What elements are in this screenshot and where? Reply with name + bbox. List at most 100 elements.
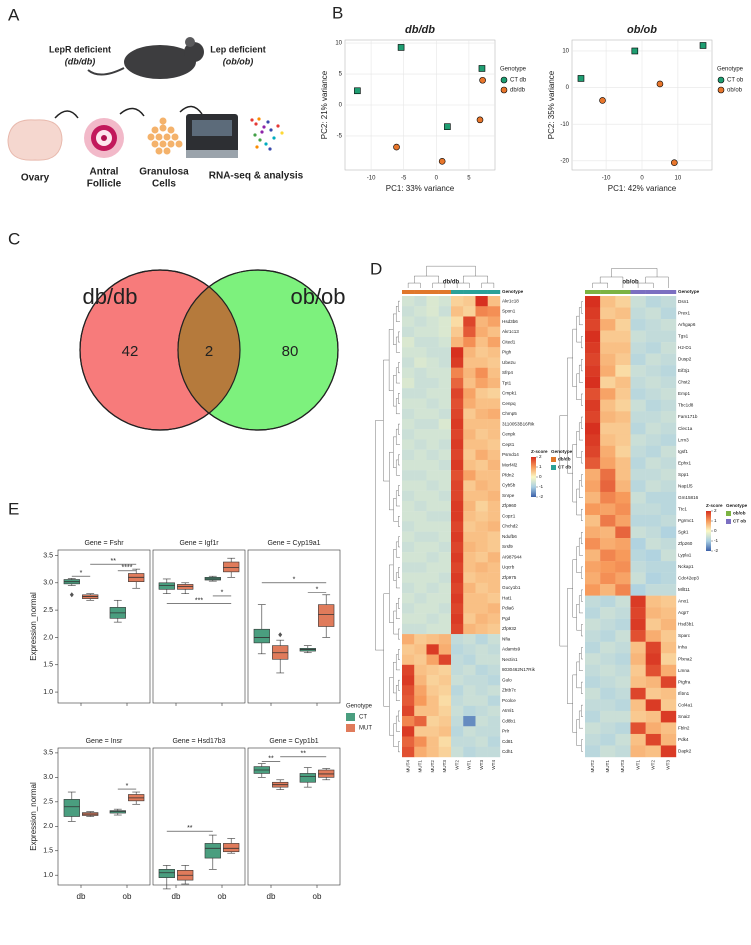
column-label: WT1 <box>467 760 472 770</box>
row-label: Hsd3b6 <box>502 319 518 324</box>
heatmap-cell <box>615 630 631 642</box>
heatmap-cell <box>630 353 646 366</box>
heatmap-cell <box>645 699 662 712</box>
heatmap-cell <box>438 511 452 522</box>
heatmap-cell <box>585 514 601 527</box>
heatmap-cell <box>600 676 616 689</box>
heatmap-cell <box>585 342 601 354</box>
heatmap-cell <box>600 584 616 596</box>
heatmap-cell <box>660 330 677 343</box>
row-label: Hsd3b1 <box>678 622 694 627</box>
heatmap-cell <box>585 549 601 562</box>
heatmap-cell <box>451 572 464 584</box>
heatmap-cell <box>487 634 501 645</box>
heatmap-cell <box>451 347 464 358</box>
heatmap-cell <box>585 330 601 343</box>
heatmap-cell <box>475 736 488 747</box>
heatmap-cell <box>426 521 439 532</box>
heatmap-cell <box>487 500 501 512</box>
heatmap-cell <box>475 296 488 307</box>
heatmap-cell <box>414 326 427 338</box>
x-tick-label: ob <box>123 892 132 901</box>
heatmap-cell <box>414 459 427 471</box>
row-label: Cyb5b <box>502 483 516 488</box>
heatmap-cell <box>645 607 662 619</box>
legend-label: ob/ob <box>727 88 743 94</box>
heatmap-cell <box>402 521 415 532</box>
heatmap-cell <box>475 418 488 430</box>
legend-marker <box>717 86 725 94</box>
box <box>223 561 240 573</box>
heatmap-cell <box>487 726 501 737</box>
venn-count: 2 <box>205 343 213 360</box>
heatmap-cell <box>414 582 427 594</box>
row-label: Dusp2 <box>678 357 692 362</box>
heatmap-cell <box>475 603 488 614</box>
heatmap-cell <box>414 418 427 430</box>
x-tick-label: ob <box>313 892 322 901</box>
row-label: Atrnl1 <box>502 708 514 713</box>
heatmap-cell <box>475 490 488 502</box>
row-label: Copz1 <box>502 513 516 518</box>
mouse-right-sub: (ob/ob) <box>223 56 254 66</box>
colorbar-title: Z-score <box>531 449 548 454</box>
heatmap-cell <box>402 439 415 450</box>
heatmap-cell <box>475 326 488 338</box>
row-label: Fbln2 <box>678 725 690 730</box>
heatmap-cell <box>414 449 427 461</box>
box <box>299 773 316 783</box>
heatmap-cell <box>414 336 427 348</box>
heatmap-cell <box>615 607 631 619</box>
point <box>444 123 451 130</box>
heatmap-cell <box>451 746 464 758</box>
heatmap-cell <box>426 388 439 399</box>
column-label: WT4 <box>491 760 496 770</box>
heatmap-cell <box>600 526 616 539</box>
y-tick-label: 1.0 <box>43 689 53 696</box>
heatmap-cell <box>438 449 452 461</box>
heatmap-cell <box>475 746 488 758</box>
heatmap-cell <box>615 710 631 723</box>
heatmap-cell <box>645 491 662 504</box>
heatmap-cell <box>645 618 662 631</box>
heatmap-cell <box>600 572 616 585</box>
heatmap-cell <box>660 699 677 712</box>
heatmap-cell <box>438 357 452 368</box>
y-tick-label: 2.0 <box>43 634 53 641</box>
legend-label: CT <box>359 715 367 721</box>
facet-title: Gene = Fshr <box>84 540 124 547</box>
heatmap-cell <box>475 654 488 665</box>
heatmap-cell <box>487 521 501 532</box>
heatmap-cell <box>451 377 464 389</box>
heatmap-cell <box>487 664 501 676</box>
heatmap-cell <box>414 480 427 491</box>
heatmap-cell <box>660 307 677 320</box>
heatmap-cell <box>463 326 476 338</box>
follicle-icon <box>84 118 124 158</box>
heatmap-cell <box>426 531 439 543</box>
heatmap-cell <box>451 736 464 747</box>
heatmap-cell <box>463 336 476 348</box>
heatmap-cell <box>438 593 452 604</box>
heatmap-cell <box>438 306 452 317</box>
heatmap-cell <box>585 745 601 758</box>
x-tick-label: ob <box>218 892 227 901</box>
heatmap-cell <box>660 710 677 723</box>
colorbar-tick-label: 2 <box>539 454 542 459</box>
colorbar <box>706 511 711 551</box>
heatmap-cell <box>615 641 631 654</box>
row-label: Cept1 <box>502 442 515 447</box>
heatmap-cell <box>451 634 464 645</box>
heatmap-cell <box>463 572 476 584</box>
heatmap-cell <box>426 746 439 758</box>
heatmap-cell <box>600 399 616 412</box>
legend-label: MUT <box>359 726 372 732</box>
heatmap-cell <box>600 457 616 470</box>
y-tick-label: 1.0 <box>43 872 53 879</box>
heatmap-cell <box>402 449 415 461</box>
heatmap-cell <box>615 307 631 320</box>
heatmap-cell <box>487 377 501 389</box>
heatmap-cell <box>630 664 646 677</box>
row-label: 3110053B16Rik <box>502 421 535 426</box>
heatmap-cell <box>451 357 464 368</box>
